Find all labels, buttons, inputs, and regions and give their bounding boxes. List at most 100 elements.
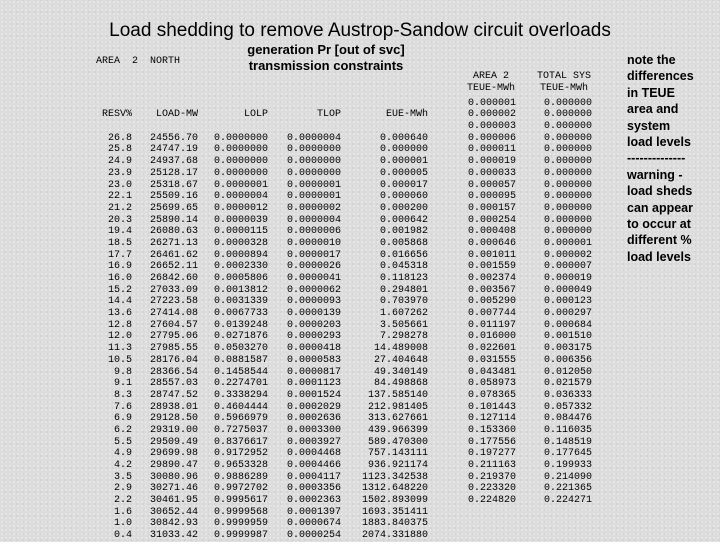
eue-cell: 1883.840375 [361,518,428,530]
teue-area-column: 0.000001 0.000002 0.000003 0.000006 0.000011… [456,98,516,507]
sys-cell: 0.000000 [543,214,592,226]
lolp-cell: 0.9995617 [213,495,268,507]
load-cell: 27033.09 [149,284,198,296]
eue-cell: 0.045318 [379,261,428,273]
lolp-cell: 0.0000012 [213,202,268,214]
load-cell: 28557.03 [149,378,198,390]
resv-cell: 19.4 [107,226,132,238]
load-cell: 27223.58 [149,296,198,308]
teue-cell: 0.000003 [467,121,516,133]
teue-system-header: TOTAL SYS TEUE-MWh [530,71,598,94]
teue-cell: 0.031555 [467,354,516,366]
tlop-cell: 0.0000000 [286,156,341,168]
teue-cell: 0.011197 [467,319,516,331]
load-cell: 25509.16 [149,191,198,203]
load-cell: 27604.57 [149,319,198,331]
load-cell: 29509.49 [149,436,198,448]
resv-cell: 24.9 [107,156,132,168]
lolp-cell: 0.1458544 [213,366,268,378]
lolp-cell: 0.0013812 [213,284,268,296]
resv-cell: 16.0 [107,273,132,285]
sys-cell: 0.000123 [543,296,592,308]
load-cell: 30080.96 [149,471,198,483]
note-line: -------------- [627,151,686,166]
load-cell: 29699.98 [149,448,198,460]
load-cell: 29319.00 [149,424,198,436]
load-cell: 31033.42 [149,530,198,542]
load-cell: 28176.04 [149,354,198,366]
resv-cell: 6.2 [113,424,132,436]
lolp-cell: 0.0005806 [213,273,268,285]
eue-cell: 27.404648 [373,354,428,366]
teue-cell: 0.224820 [467,495,516,507]
teue-cell: 0.000002 [467,109,516,121]
note-line: load levels [627,249,691,264]
note-line: in TEUE [627,85,675,100]
eue-cell: 1.607262 [379,308,428,320]
tlop-cell: 0.0002029 [286,401,341,413]
resv-cell: 7.6 [113,401,132,413]
teue-cell: 0.001559 [467,261,516,273]
teue-cell: 0.219370 [467,471,516,483]
eue-cell: 84.498868 [373,378,428,390]
load-header: LOAD-MW [155,109,198,121]
tlop-cell: 0.0000004 [286,214,341,226]
note-line: load levels [627,135,691,150]
resv-header: RESV% [101,109,132,121]
tlop-cell: 0.0000093 [286,296,341,308]
resv-cell: 6.9 [113,413,132,425]
teue-cell: 0.000033 [467,167,516,179]
load-cell: 28747.52 [149,389,198,401]
eue-cell: 1123.342538 [361,471,428,483]
load-column: LOAD-MW 24556.70 24747.19 24937.68 25128.17… [136,86,198,542]
lolp-cell: 0.7275037 [213,424,268,436]
resv-cell: 16.9 [107,261,132,273]
resv-cell: 10.5 [107,354,132,366]
resv-cell: 4.2 [113,460,132,472]
teue-cell: 0.007744 [467,308,516,320]
lolp-cell: 0.0000000 [213,156,268,168]
resv-cell: 23.0 [107,179,132,191]
lolp-cell: 0.9999959 [213,518,268,530]
note-line: differences [627,69,694,84]
tlop-cell: 0.0000000 [286,167,341,179]
sys-cell: 0.000000 [543,191,592,203]
load-cell: 29890.47 [149,460,198,472]
resv-cell: 8.3 [113,389,132,401]
lolp-cell: 0.0000004 [213,191,268,203]
lolp-cell: 0.0000894 [213,249,268,261]
eue-cell: 0.000200 [379,202,428,214]
resv-cell: 18.5 [107,237,132,249]
lolp-cell: 0.0503270 [213,343,268,355]
tlop-cell: 0.0000041 [286,273,341,285]
sys-cell: 0.000019 [543,273,592,284]
tlop-cell: 0.0000583 [286,354,341,366]
tlop-cell: 0.0000203 [286,319,341,331]
teue-cell: 0.000057 [467,179,516,191]
tlop-cell: 0.0000139 [286,308,341,320]
eue-cell: 0.000005 [379,167,428,179]
eue-cell: 2074.331880 [361,530,428,542]
teue-area-header-line2: TEUE-MWh [466,82,515,94]
tlop-cell: 0.0000026 [286,261,341,273]
resv-cell: 3.5 [113,471,132,483]
teue-cell: 0.000095 [467,191,516,203]
sys-cell: 0.214090 [543,471,592,483]
sys-cell: 0.000000 [543,202,592,214]
resv-cell: 12.8 [107,319,132,331]
lolp-cell: 0.3338294 [213,389,268,401]
resv-cell: 11.3 [107,343,132,355]
sys-cell: 0.000000 [543,109,592,121]
eue-cell: 212.981405 [367,401,428,413]
load-cell: 27414.08 [149,308,198,320]
resv-cell: 0.4 [113,530,132,542]
teue-cell: 0.153360 [467,424,516,436]
teue-cell: 0.005290 [467,296,516,308]
sys-cell: 0.224271 [543,495,592,507]
sys-cell: 0.000049 [543,284,592,296]
generation-header-line: generation Pr [out of svc] [247,42,405,57]
load-cell: 25890.14 [149,214,198,226]
teue-system-header-line2: TEUE-MWh [539,82,588,94]
resv-cell: 5.5 [113,436,132,448]
tlop-cell: 0.0000010 [286,237,341,249]
